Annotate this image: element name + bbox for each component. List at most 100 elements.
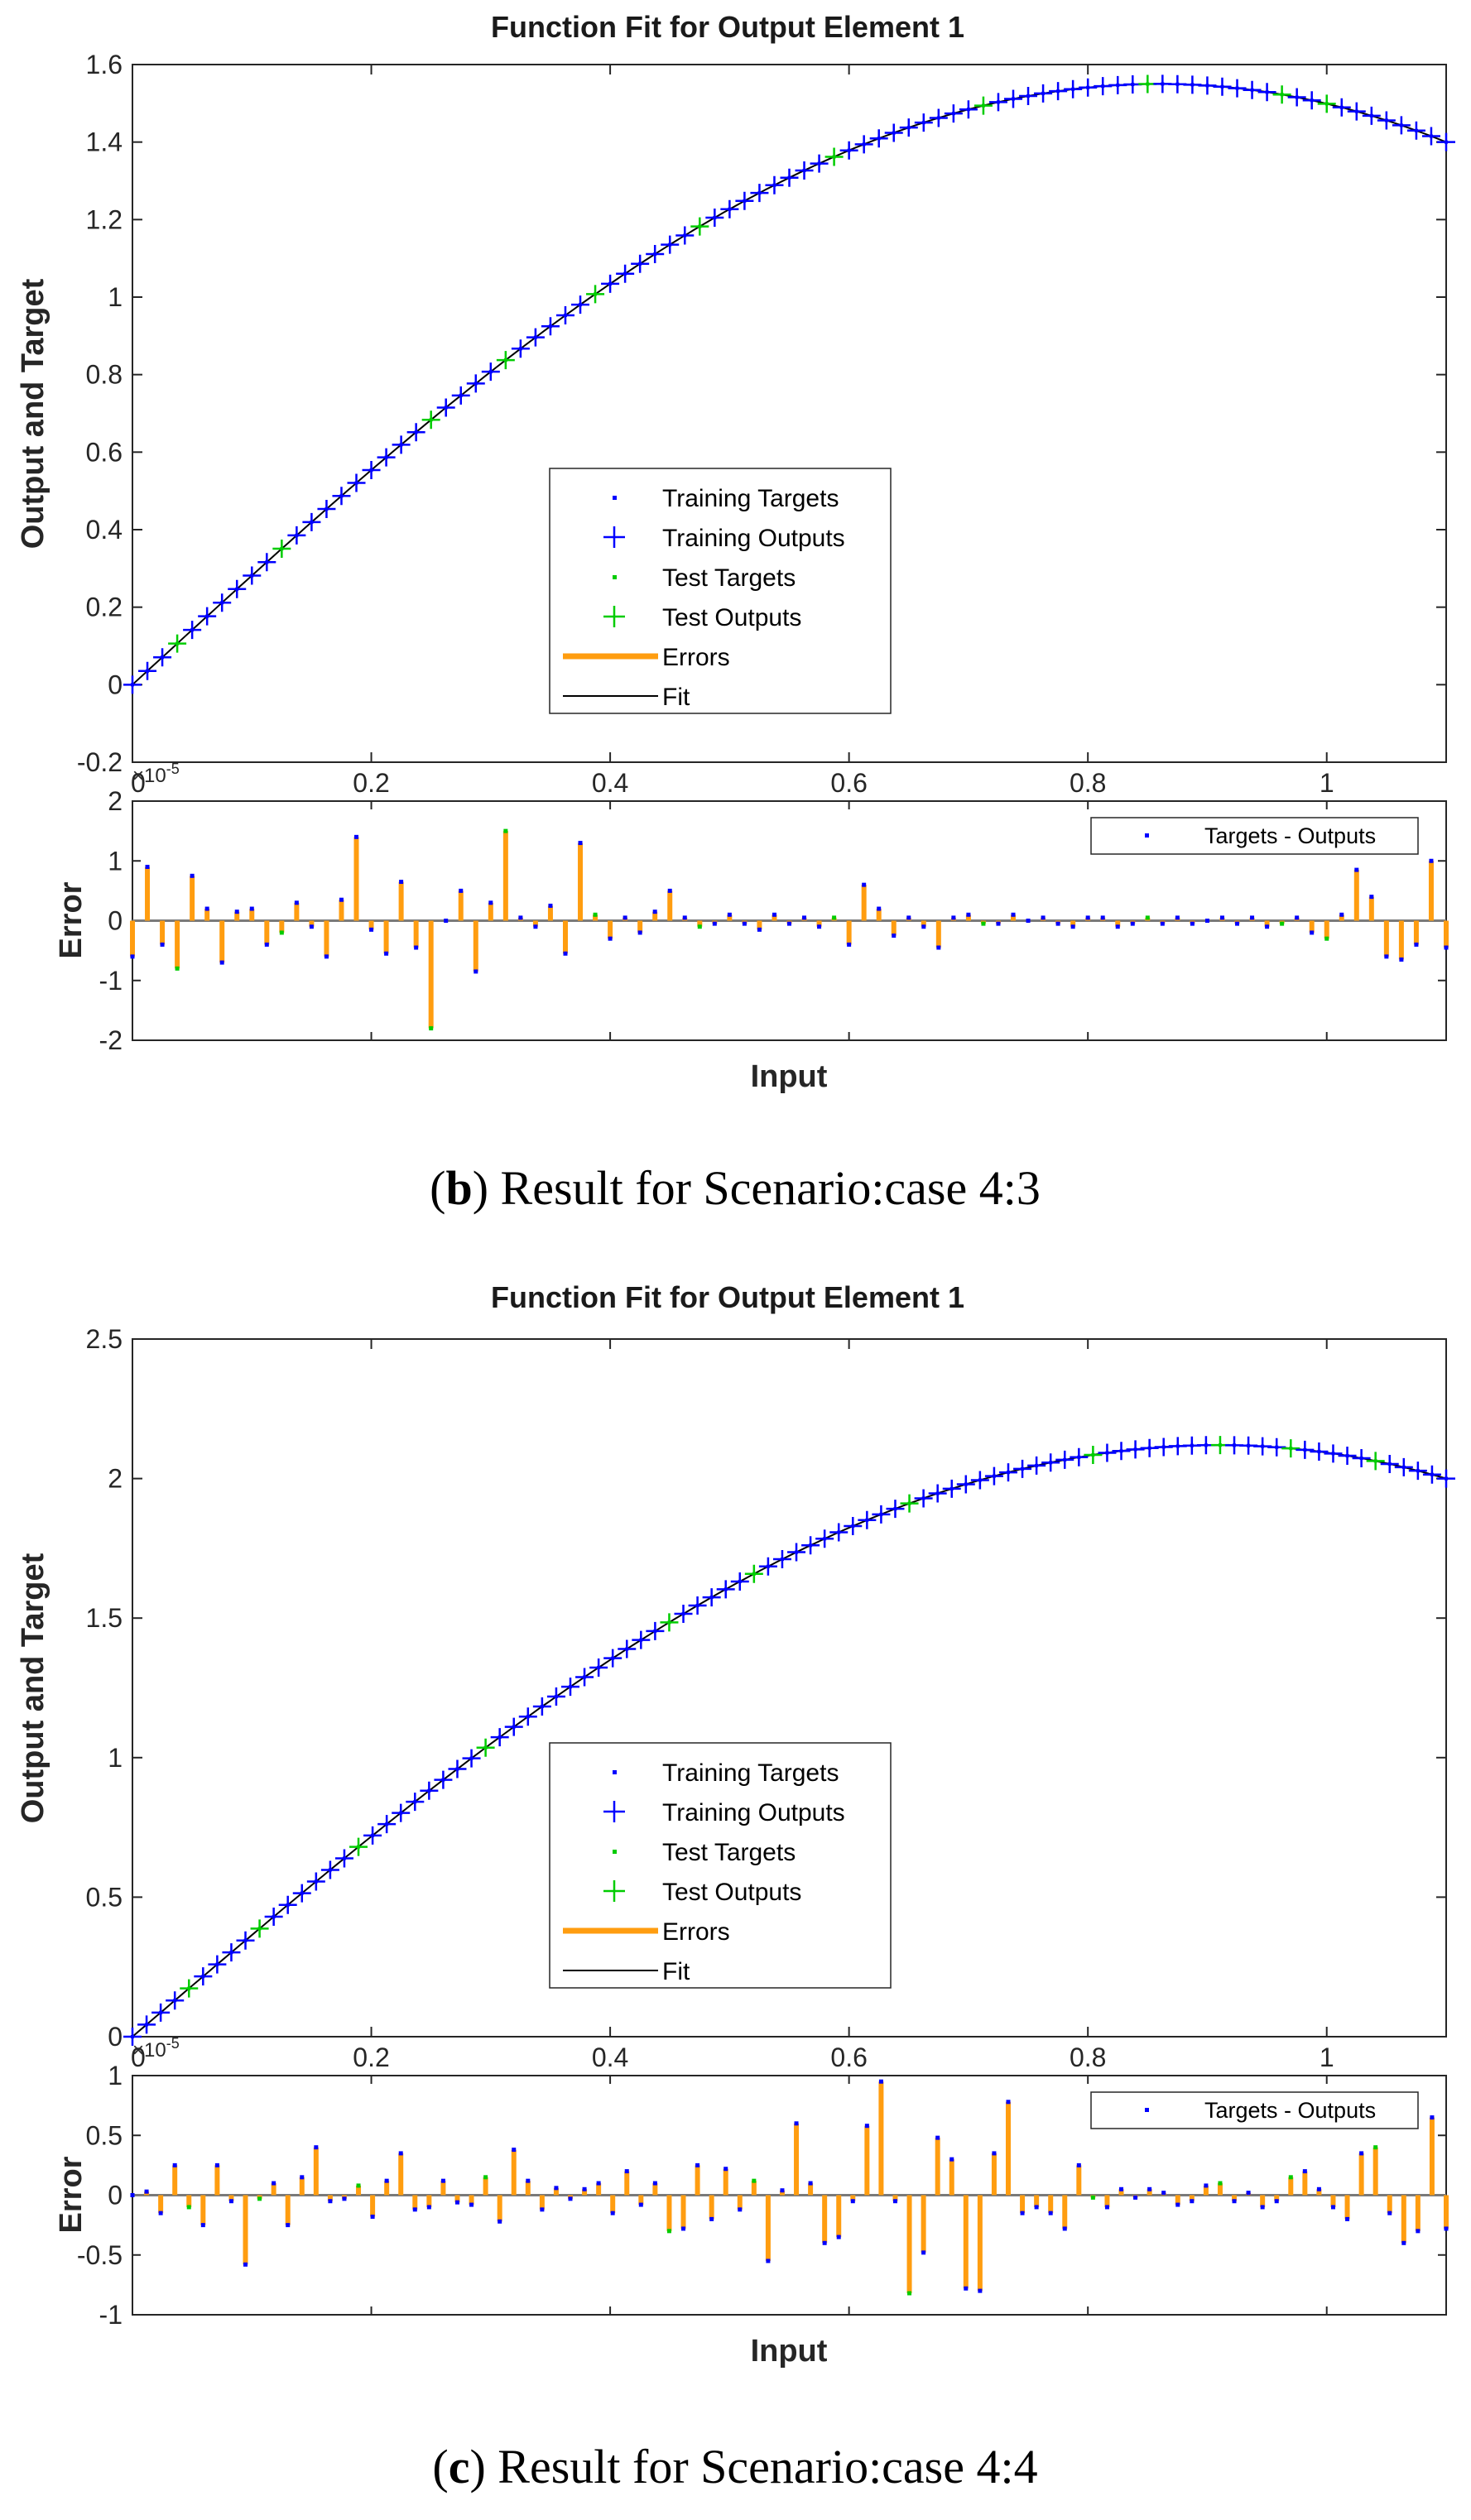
legend-marker-training-outputs <box>603 1801 625 1822</box>
error-point <box>444 919 449 923</box>
test-target-point <box>832 155 836 159</box>
error-point <box>1130 921 1135 926</box>
error-point <box>1006 2100 1011 2105</box>
training-target-point <box>498 1735 502 1740</box>
test-target-point <box>1091 1453 1095 1457</box>
error-point <box>822 2240 827 2245</box>
training-target-point <box>145 2023 149 2027</box>
training-target-point <box>1119 1449 1123 1453</box>
error-point <box>836 2234 841 2239</box>
x-tick-label: 0.6 <box>830 2042 867 2072</box>
error-point <box>1070 924 1075 929</box>
error-point <box>1218 2181 1223 2186</box>
error-point <box>772 912 776 917</box>
error-point <box>712 921 717 926</box>
training-target-point <box>1026 94 1031 98</box>
x-tick-label: 0.2 <box>353 768 389 798</box>
training-target-point <box>131 683 134 687</box>
error-point <box>981 921 986 926</box>
training-target-point <box>1414 128 1418 132</box>
training-target-point <box>1387 1462 1392 1466</box>
error-point <box>1246 2191 1251 2196</box>
error-point <box>1310 930 1315 935</box>
training-target-point <box>1161 1445 1166 1449</box>
y-tick-label: 1.5 <box>86 1603 123 1633</box>
test-target-point <box>503 358 507 362</box>
error-point <box>921 2250 926 2255</box>
training-target-point <box>1295 95 1299 99</box>
x-axis-label: Input <box>751 1059 828 1094</box>
error-point <box>802 915 807 920</box>
error-point <box>234 910 239 914</box>
training-target-point <box>1116 83 1120 87</box>
training-target-point <box>951 112 955 116</box>
training-target-point <box>250 574 254 578</box>
training-target-point <box>131 2035 134 2038</box>
training-target-point <box>563 314 567 318</box>
x-exponent-label: ×10-5 <box>132 2035 180 2062</box>
training-target-point <box>1012 97 1016 101</box>
y-tick-label: 2 <box>108 1464 123 1494</box>
error-point <box>1235 921 1240 926</box>
error-y-tick-label: 0.5 <box>86 2120 123 2150</box>
error-point <box>526 2178 531 2183</box>
error-point <box>249 906 254 911</box>
legend: Training Targets Training Outputs Test T… <box>549 468 892 714</box>
training-target-point <box>935 1491 940 1495</box>
error-point <box>610 2210 615 2215</box>
training-target-point <box>1175 82 1180 86</box>
error-point <box>503 828 508 833</box>
training-target-point <box>992 1474 996 1478</box>
test-target-point <box>907 1501 911 1505</box>
error-point <box>964 2286 969 2291</box>
error-point <box>1204 919 1209 923</box>
training-target-point <box>964 1482 968 1486</box>
error-point <box>787 921 791 926</box>
training-target-point <box>1205 84 1209 88</box>
error-point <box>1090 2195 1095 2200</box>
error-point <box>1048 2210 1053 2215</box>
y-tick-label: 0.2 <box>86 593 123 622</box>
error-point <box>1414 942 1419 947</box>
error-point <box>578 841 583 846</box>
training-target-point <box>1303 1447 1307 1452</box>
training-target-point <box>738 1579 742 1583</box>
x-tick-label: 0.6 <box>830 768 867 798</box>
error-point <box>243 2262 248 2267</box>
legend-marker-training-outputs <box>603 526 625 548</box>
training-target-point <box>427 1788 431 1793</box>
error-point <box>172 2162 177 2167</box>
training-target-point <box>802 168 806 172</box>
training-target-point <box>851 1524 855 1529</box>
error-point <box>219 960 224 965</box>
error-point <box>1160 921 1165 926</box>
error-point <box>935 2135 940 2140</box>
legend-box <box>549 1742 892 1989</box>
error-point <box>1399 957 1404 962</box>
training-target-point <box>159 2010 163 2014</box>
training-target-point <box>1056 89 1060 94</box>
error-point <box>540 2207 545 2212</box>
error-point <box>279 930 284 935</box>
legend-marker-test-outputs <box>603 1880 625 1902</box>
chart-title: Function Fit for Output Element 1 <box>491 10 964 44</box>
error-point <box>817 924 822 929</box>
error-point <box>309 924 314 929</box>
training-target-point <box>328 1868 332 1872</box>
legend-marker-training-targets <box>613 496 617 500</box>
training-target-point <box>695 1603 699 1607</box>
error-point <box>1055 921 1060 926</box>
training-target-point <box>1429 134 1433 138</box>
error-point <box>512 2148 517 2153</box>
legend-label-test-outputs: Test Outputs <box>662 1879 801 1906</box>
training-target-point <box>265 560 269 564</box>
training-target-point <box>229 1951 233 1955</box>
error-point <box>483 2175 488 2180</box>
error-legend-label: Targets - Outputs <box>1204 2098 1376 2123</box>
test-target-point <box>1373 1459 1377 1463</box>
training-target-point <box>978 1478 982 1482</box>
legend-box <box>549 468 892 714</box>
error-point <box>459 888 464 893</box>
training-target-point <box>728 207 732 211</box>
training-target-point <box>385 1822 389 1826</box>
